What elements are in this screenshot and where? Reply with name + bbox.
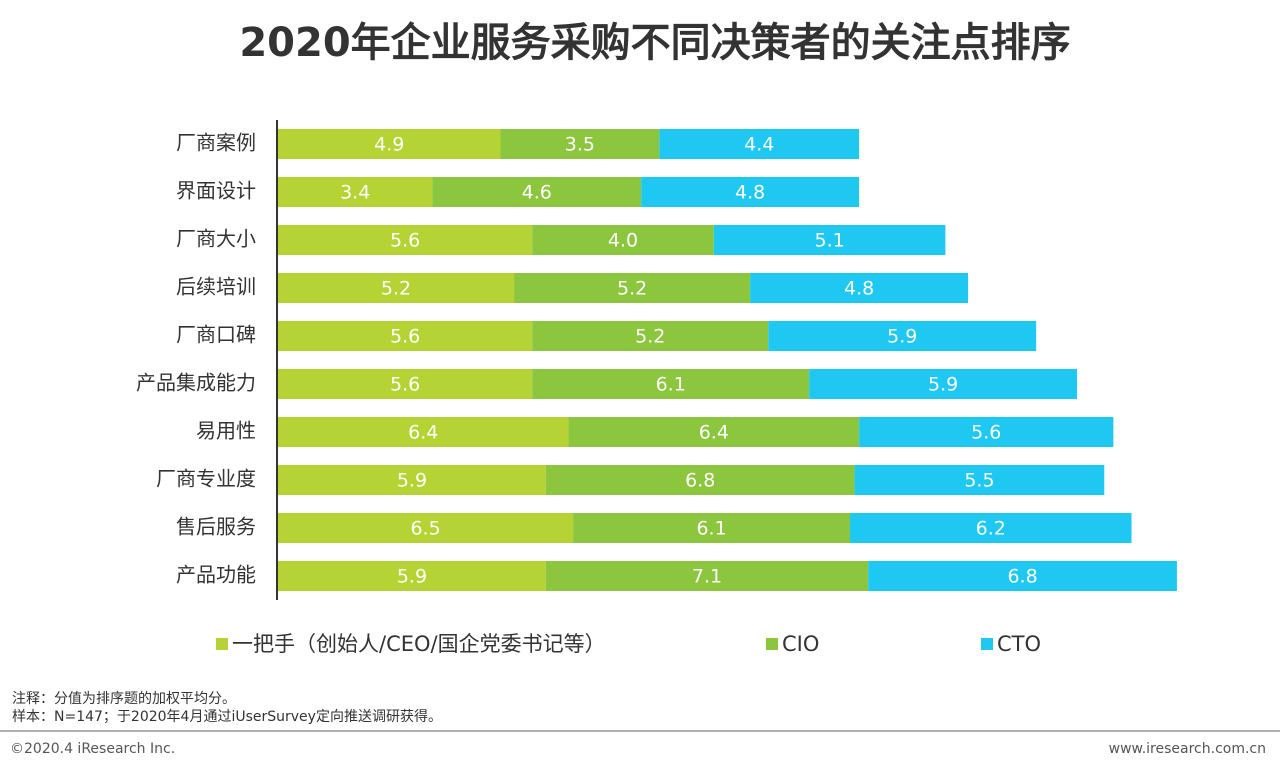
data-label: 6.4 xyxy=(408,422,438,444)
data-label: 6.2 xyxy=(976,518,1006,540)
bar-segment xyxy=(641,177,860,207)
bar-segment xyxy=(768,321,1037,351)
y-tick-label: 产品集成能力 xyxy=(136,371,256,395)
data-label: 6.8 xyxy=(685,470,715,492)
bar-segment xyxy=(278,225,533,255)
data-label: 4.0 xyxy=(608,230,638,252)
bar-segment xyxy=(278,177,433,207)
y-tick-label: 厂商专业度 xyxy=(156,467,256,491)
y-tick-label: 后续培训 xyxy=(176,275,256,299)
y-tick-label: 售后服务 xyxy=(176,515,256,539)
data-label: 5.2 xyxy=(635,326,665,348)
data-label: 5.9 xyxy=(397,470,427,492)
legend-label: 一把手（创始人/CEO/国企党委书记等） xyxy=(232,632,606,656)
bar-segment xyxy=(278,513,574,543)
data-label: 6.4 xyxy=(699,422,729,444)
data-label: 5.6 xyxy=(971,422,1001,444)
footer-left: ©2020.4 iResearch Inc. xyxy=(10,741,175,757)
data-label: 6.1 xyxy=(656,374,686,396)
y-tick-label: 厂商大小 xyxy=(176,227,256,251)
legend-swatch xyxy=(216,638,228,650)
data-label: 4.8 xyxy=(844,278,874,300)
y-tick-label: 产品功能 xyxy=(176,563,256,587)
bar-segment xyxy=(432,177,642,207)
data-label: 4.8 xyxy=(735,182,765,204)
data-label: 3.5 xyxy=(565,134,595,156)
bar-segment xyxy=(859,417,1114,447)
note: 注释：分值为排序题的加权平均分。 xyxy=(12,691,236,707)
bar-segment xyxy=(278,369,533,399)
bar-segment xyxy=(659,129,860,159)
bar-segment xyxy=(573,513,851,543)
bar-segment xyxy=(713,225,946,255)
bar-segment xyxy=(278,129,501,159)
y-tick-label: 厂商案例 xyxy=(176,131,256,155)
legend-label: CIO xyxy=(782,632,819,656)
bar-segment xyxy=(532,321,769,351)
data-label: 5.1 xyxy=(815,230,845,252)
data-label: 5.9 xyxy=(397,566,427,588)
bar-segment xyxy=(278,561,546,591)
data-label: 6.5 xyxy=(410,518,440,540)
data-label: 4.4 xyxy=(744,134,774,156)
bar-segment xyxy=(545,465,855,495)
data-label: 5.2 xyxy=(381,278,411,300)
bar-segment xyxy=(278,273,515,303)
bar-segment xyxy=(545,561,869,591)
chart-title: 2020年企业服务采购不同决策者的关注点排序 xyxy=(239,20,1070,66)
data-label: 5.9 xyxy=(928,374,958,396)
data-label: 3.4 xyxy=(340,182,370,204)
bar-segment xyxy=(568,417,860,447)
bar-segment xyxy=(532,225,714,255)
bar-segment xyxy=(854,465,1105,495)
bar-segment xyxy=(809,369,1078,399)
data-label: 5.6 xyxy=(390,230,420,252)
y-tick-label: 界面设计 xyxy=(176,179,256,203)
bar-segment xyxy=(532,369,810,399)
footer-right: www.iresearch.com.cn xyxy=(1109,741,1266,757)
data-label: 6.8 xyxy=(1007,566,1037,588)
data-label: 7.1 xyxy=(692,566,722,588)
bar-segment xyxy=(868,561,1177,591)
data-label: 4.9 xyxy=(374,134,404,156)
data-label: 5.6 xyxy=(390,326,420,348)
bar-segment xyxy=(850,513,1132,543)
legend-swatch xyxy=(766,638,778,650)
bar-segment xyxy=(750,273,969,303)
bar-segment xyxy=(278,321,533,351)
data-label: 5.6 xyxy=(390,374,420,396)
bar-segment xyxy=(278,417,569,447)
note: 样本：N=147；于2020年4月通过iUserSurvey定向推送调研获得。 xyxy=(12,708,442,725)
legend-swatch xyxy=(981,638,993,650)
data-label: 6.1 xyxy=(696,518,726,540)
data-label: 4.6 xyxy=(522,182,552,204)
data-label: 5.2 xyxy=(617,278,647,300)
bar-segment xyxy=(500,129,660,159)
legend-label: CTO xyxy=(997,632,1041,656)
data-label: 5.9 xyxy=(887,326,917,348)
y-tick-label: 易用性 xyxy=(196,419,256,443)
y-tick-label: 厂商口碑 xyxy=(176,323,256,347)
bar-segment xyxy=(514,273,751,303)
bar-segment xyxy=(278,465,546,495)
data-label: 5.5 xyxy=(964,470,994,492)
